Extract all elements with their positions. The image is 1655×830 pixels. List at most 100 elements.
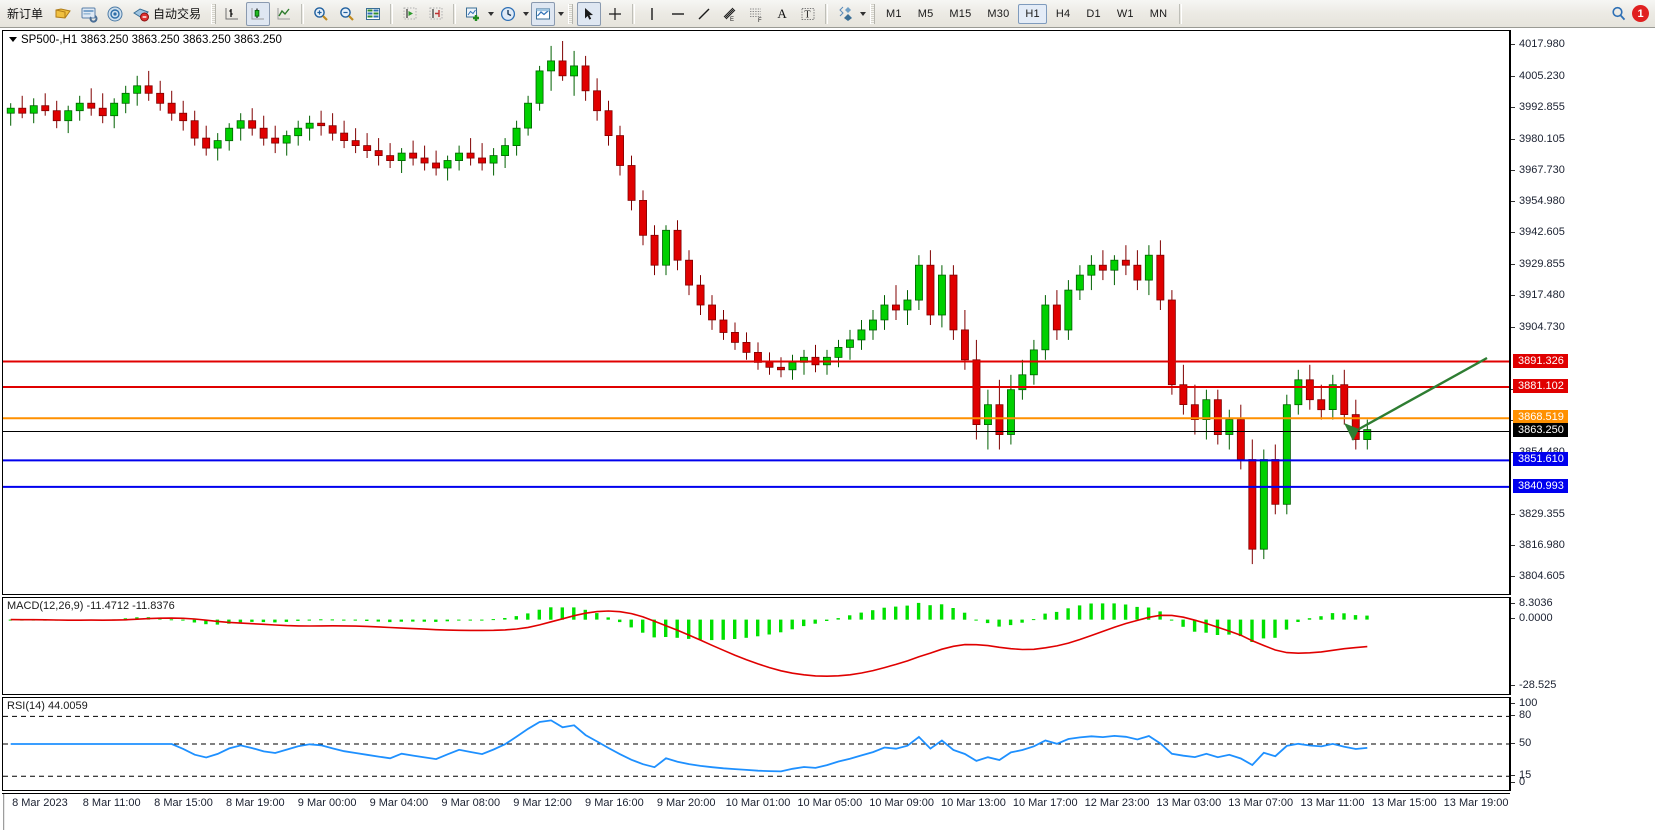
- indicators-icon[interactable]: [461, 2, 485, 26]
- timeframe-h4[interactable]: H4: [1055, 7, 1071, 20]
- line-chart-icon[interactable]: [272, 2, 296, 26]
- timeframe-d1[interactable]: D1: [1086, 7, 1101, 20]
- new-order-button[interactable]: 新订单: [1, 2, 49, 26]
- trendline-icon[interactable]: [692, 2, 716, 26]
- time-axis-label: 12 Mar 23:00: [1084, 797, 1150, 809]
- time-axis-label: 9 Mar 08:00: [441, 797, 501, 809]
- price-tick: 3942.605: [1511, 226, 1565, 239]
- time-axis-label: 9 Mar 12:00: [513, 797, 572, 809]
- macd-scale[interactable]: 8.3036 0.0000 -28.525: [1510, 597, 1655, 695]
- search-icon[interactable]: [1607, 2, 1631, 26]
- time-axis-label: 8 Mar 15:00: [154, 797, 213, 809]
- signal-icon[interactable]: [103, 2, 127, 26]
- timeframe-m1[interactable]: M1: [886, 7, 902, 20]
- svg-text:F: F: [758, 18, 762, 23]
- fibonacci-icon[interactable]: F: [744, 2, 768, 26]
- horizontal-scrollbar[interactable]: [2, 794, 5, 830]
- macd-pane[interactable]: MACD(12,26,9) -11.4712 -11.8376: [2, 597, 1510, 695]
- price-plot: [3, 41, 1509, 565]
- shift-start-icon[interactable]: [398, 2, 422, 26]
- toolbar-grip-1: [211, 3, 217, 24]
- price-chart-pane[interactable]: SP500-,H1 3863.250 3863.250 3863.250 386…: [2, 30, 1510, 595]
- cursor-icon[interactable]: [577, 1, 602, 26]
- hline-icon[interactable]: [666, 2, 690, 26]
- periods-icon[interactable]: [496, 2, 520, 26]
- time-axis-label: 9 Mar 20:00: [656, 797, 716, 809]
- price-tick: 4005.230: [1511, 70, 1565, 83]
- objects-icon[interactable]: [833, 2, 857, 26]
- time-axis-label: 13 Mar 03:00: [1156, 797, 1222, 809]
- time-axis-label: 9 Mar 04:00: [369, 797, 429, 809]
- macd-tick: 8.3036: [1511, 597, 1553, 610]
- price-tick: 3967.730: [1511, 164, 1565, 177]
- time-axis-label: 10 Mar 01:00: [725, 797, 791, 809]
- templates-dropdown-arrow[interactable]: [556, 3, 565, 25]
- chart-title-text: SP500-,H1 3863.250 3863.250 3863.250 386…: [21, 34, 282, 46]
- time-axis-label: 13 Mar 15:00: [1371, 797, 1437, 809]
- timeframe-m5[interactable]: M5: [917, 7, 934, 20]
- rsi-plot: [3, 715, 1509, 777]
- time-axis-label: 13 Mar 19:00: [1443, 797, 1509, 809]
- crosshair-icon[interactable]: [603, 2, 627, 26]
- time-axis-label: 10 Mar 13:00: [941, 797, 1006, 809]
- time-axis-label: 8 Mar 19:00: [225, 797, 285, 809]
- timeframe-mn[interactable]: MN: [1149, 7, 1168, 20]
- rsi-scale[interactable]: 100 80 50 15 0: [1510, 697, 1655, 791]
- timeframe-m30[interactable]: M30: [987, 7, 1010, 20]
- rsi-tick: 100: [1511, 697, 1537, 710]
- rsi-pane[interactable]: RSI(14) 44.0059: [2, 697, 1510, 791]
- price-level-tag[interactable]: 3851.610: [1513, 452, 1568, 467]
- rsi-tick: 0: [1511, 776, 1525, 789]
- toolbar-grip-2: [568, 3, 574, 24]
- price-level-tag[interactable]: 3868.519: [1513, 410, 1568, 425]
- price-level-tag[interactable]: 3891.326: [1513, 353, 1568, 368]
- time-axis-label: 9 Mar 00:00: [297, 797, 357, 809]
- price-level-tag[interactable]: 3863.250: [1513, 423, 1568, 438]
- toolbar-grip-3: [870, 3, 876, 24]
- time-axis-label: 9 Mar 16:00: [585, 797, 644, 809]
- vline-icon[interactable]: [640, 2, 664, 26]
- objects-dropdown-arrow[interactable]: [858, 3, 867, 25]
- text-label-icon[interactable]: T: [796, 2, 820, 26]
- time-axis-label: 13 Mar 11:00: [1300, 797, 1365, 809]
- macd-tick: 0.0000: [1511, 612, 1553, 625]
- timeframe-m15[interactable]: M15: [949, 7, 972, 20]
- toolbar-sep-5: [825, 3, 829, 24]
- equidistant-channel-icon[interactable]: E: [718, 2, 742, 26]
- chart-workspace: SP500-,H1 3863.250 3863.250 3863.250 386…: [0, 28, 1655, 830]
- notification-badge[interactable]: 1: [1632, 5, 1649, 22]
- bar-chart-icon[interactable]: [220, 2, 244, 26]
- shift-end-icon[interactable]: [424, 2, 448, 26]
- price-tick: 3904.730: [1511, 321, 1565, 334]
- time-axis-label: 8 Mar 11:00: [82, 797, 141, 809]
- indicators-dropdown-arrow[interactable]: [486, 3, 495, 25]
- toolbar-sep-1: [301, 3, 305, 24]
- candlestick-icon[interactable]: [246, 1, 271, 26]
- timeframe-h1[interactable]: H1: [1018, 3, 1047, 24]
- terminal-icon[interactable]: [77, 2, 101, 26]
- data-window-icon[interactable]: [361, 2, 385, 26]
- price-level-tag[interactable]: 3881.102: [1513, 378, 1568, 393]
- price-scale[interactable]: 4017.980 4005.230 3992.855 3980.105 3967.730…: [1510, 30, 1655, 595]
- time-axis-label: 10 Mar 05:00: [797, 797, 863, 809]
- zoom-in-icon[interactable]: [309, 2, 333, 26]
- text-icon[interactable]: A: [777, 5, 787, 21]
- zoom-out-icon[interactable]: [335, 2, 359, 26]
- templates-icon[interactable]: [531, 1, 556, 26]
- price-level-tag[interactable]: 3840.993: [1513, 478, 1568, 493]
- toolbar-sep-6: [1179, 3, 1183, 24]
- macd-tick: -28.525: [1511, 679, 1556, 692]
- toolbar-sep-3: [453, 3, 457, 24]
- svg-text:E: E: [730, 17, 734, 23]
- price-tick: 3917.480: [1511, 289, 1565, 302]
- down-trend-arrow: [1344, 356, 1488, 441]
- time-axis-label: 13 Mar 07:00: [1228, 797, 1294, 809]
- periods-dropdown-arrow[interactable]: [521, 3, 530, 25]
- folder-icon[interactable]: [51, 2, 75, 26]
- time-axis[interactable]: 8 Mar 2023 8 Mar 11:00 8 Mar 15:00 8 Mar 19…: [2, 793, 1510, 830]
- timeframe-w1[interactable]: W1: [1116, 7, 1134, 20]
- chart-collapse-caret-icon[interactable]: [9, 37, 17, 43]
- autotrading-button[interactable]: 自动交易: [129, 2, 207, 26]
- price-tick: 3954.980: [1511, 195, 1565, 208]
- time-axis-label: 10 Mar 09:00: [869, 797, 935, 809]
